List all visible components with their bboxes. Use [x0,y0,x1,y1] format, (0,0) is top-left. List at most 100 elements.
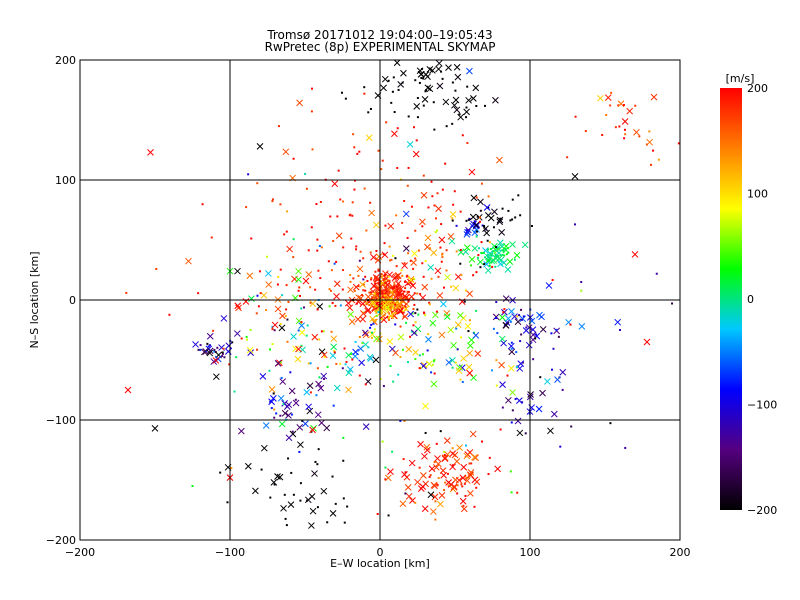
scatter-point-dot [286,340,289,343]
scatter-point-dot [376,301,379,304]
scatter-point-dot [454,361,457,364]
scatter-point-dot [433,461,436,464]
scatter-point-dot [651,149,654,152]
scatter-point-dot [370,277,373,280]
scatter-point-dot [230,466,233,469]
scatter-point-dot [371,331,374,334]
scatter-point-dot [376,292,379,295]
scatter-point-dot [405,298,408,301]
scatter-point-x [455,476,463,484]
scatter-point-dot [249,328,252,331]
scatter-point-dot [373,292,376,295]
scatter-point-dot [431,195,434,198]
scatter-point-x [192,341,199,348]
scatter-point-dot [279,268,282,271]
scatter-point-dot [401,221,404,224]
scatter-point-dot [369,291,372,294]
colorbar-tick-label: −200 [747,504,777,517]
scatter-point-dot [384,294,387,297]
scatter-point-x [614,318,622,326]
scatter-point-x [323,424,331,432]
scatter-point-dot [300,321,303,324]
scatter-point-dot [415,139,418,142]
scatter-point-x [457,113,464,121]
scatter-point-dot [519,340,522,343]
scatter-point-dot [216,346,219,349]
scatter-point-dot [434,518,437,521]
scatter-point-x [344,299,352,307]
scatter-point-dot [373,294,376,297]
scatter-point-x [302,420,309,428]
scatter-point-dot [516,491,519,494]
scatter-point-x [470,194,478,202]
scatter-point-x [432,311,439,319]
scatter-point-dot [381,298,384,301]
scatter-point-dot [470,462,473,465]
scatter-point-dot [397,373,400,376]
scatter-point-dot [623,128,626,131]
scatter-point-dot [271,198,274,201]
scatter-point-dot [601,133,604,136]
scatter-point-dot [279,414,282,417]
scatter-point-x [571,173,579,180]
scatter-point-dot [483,224,486,227]
scatter-point-dot [494,317,497,320]
y-tick-label: 200 [55,54,76,67]
scatter-point-dot [425,89,428,92]
scatter-point-dot [364,383,367,386]
scatter-point-x [432,463,440,471]
scatter-point-x [460,355,467,362]
scatter-point-dot [385,306,388,309]
scatter-point-dot [270,407,273,410]
scatter-point-dot [469,264,472,267]
scatter-point-dot [442,488,445,491]
scatter-point-dot [363,92,366,95]
scatter-point-x [466,67,473,75]
scatter-point-dot [334,304,337,307]
scatter-point-x [354,315,362,323]
scatter-point-dot [310,110,313,113]
scatter-point-x [305,271,313,278]
scatter-point-dot [299,482,302,485]
scatter-point-dot [491,252,494,255]
scatter-point-x [538,313,545,321]
scatter-point-dot [413,278,416,281]
scatter-point-x [274,360,282,367]
scatter-point-dot [463,300,466,303]
scatter-point-x [435,59,443,67]
scatter-point-x [525,341,533,349]
scatter-point-dot [377,269,380,272]
scatter-point-x [418,485,425,492]
scatter-point-x [318,419,325,427]
scatter-point-dot [393,285,396,288]
scatter-point-x [278,324,286,332]
scatter-point-dot [419,292,422,295]
scatter-point-dot [228,363,231,366]
scatter-point-x [124,386,132,394]
scatter-point-x [276,473,284,481]
scatter-point-dot [557,335,560,338]
scatter-point-dot [521,401,524,404]
scatter-point-x [443,313,451,320]
scatter-point-x [403,245,410,252]
scatter-point-x [151,425,159,432]
scatter-point-dot [400,297,403,300]
scatter-point-dot [362,257,365,260]
scatter-point-dot [418,354,421,357]
scatter-point-dot [451,219,454,222]
scatter-point-dot [407,290,410,293]
scatter-point-x [578,323,586,330]
scatter-point-dot [480,182,483,185]
scatter-point-x [296,424,304,431]
scatter-point-dot [426,349,429,352]
scatter-point-dot [478,220,481,223]
scatter-point-dot [502,250,505,253]
scatter-point-dot [361,341,364,344]
scatter-point-x [388,288,396,296]
scatter-point-dot [455,250,458,253]
scatter-point-dot [397,284,400,287]
scatter-point-dot [315,394,318,397]
scatter-point-dot [475,230,478,233]
scatter-point-dot [336,215,339,218]
scatter-point-x [539,389,546,397]
